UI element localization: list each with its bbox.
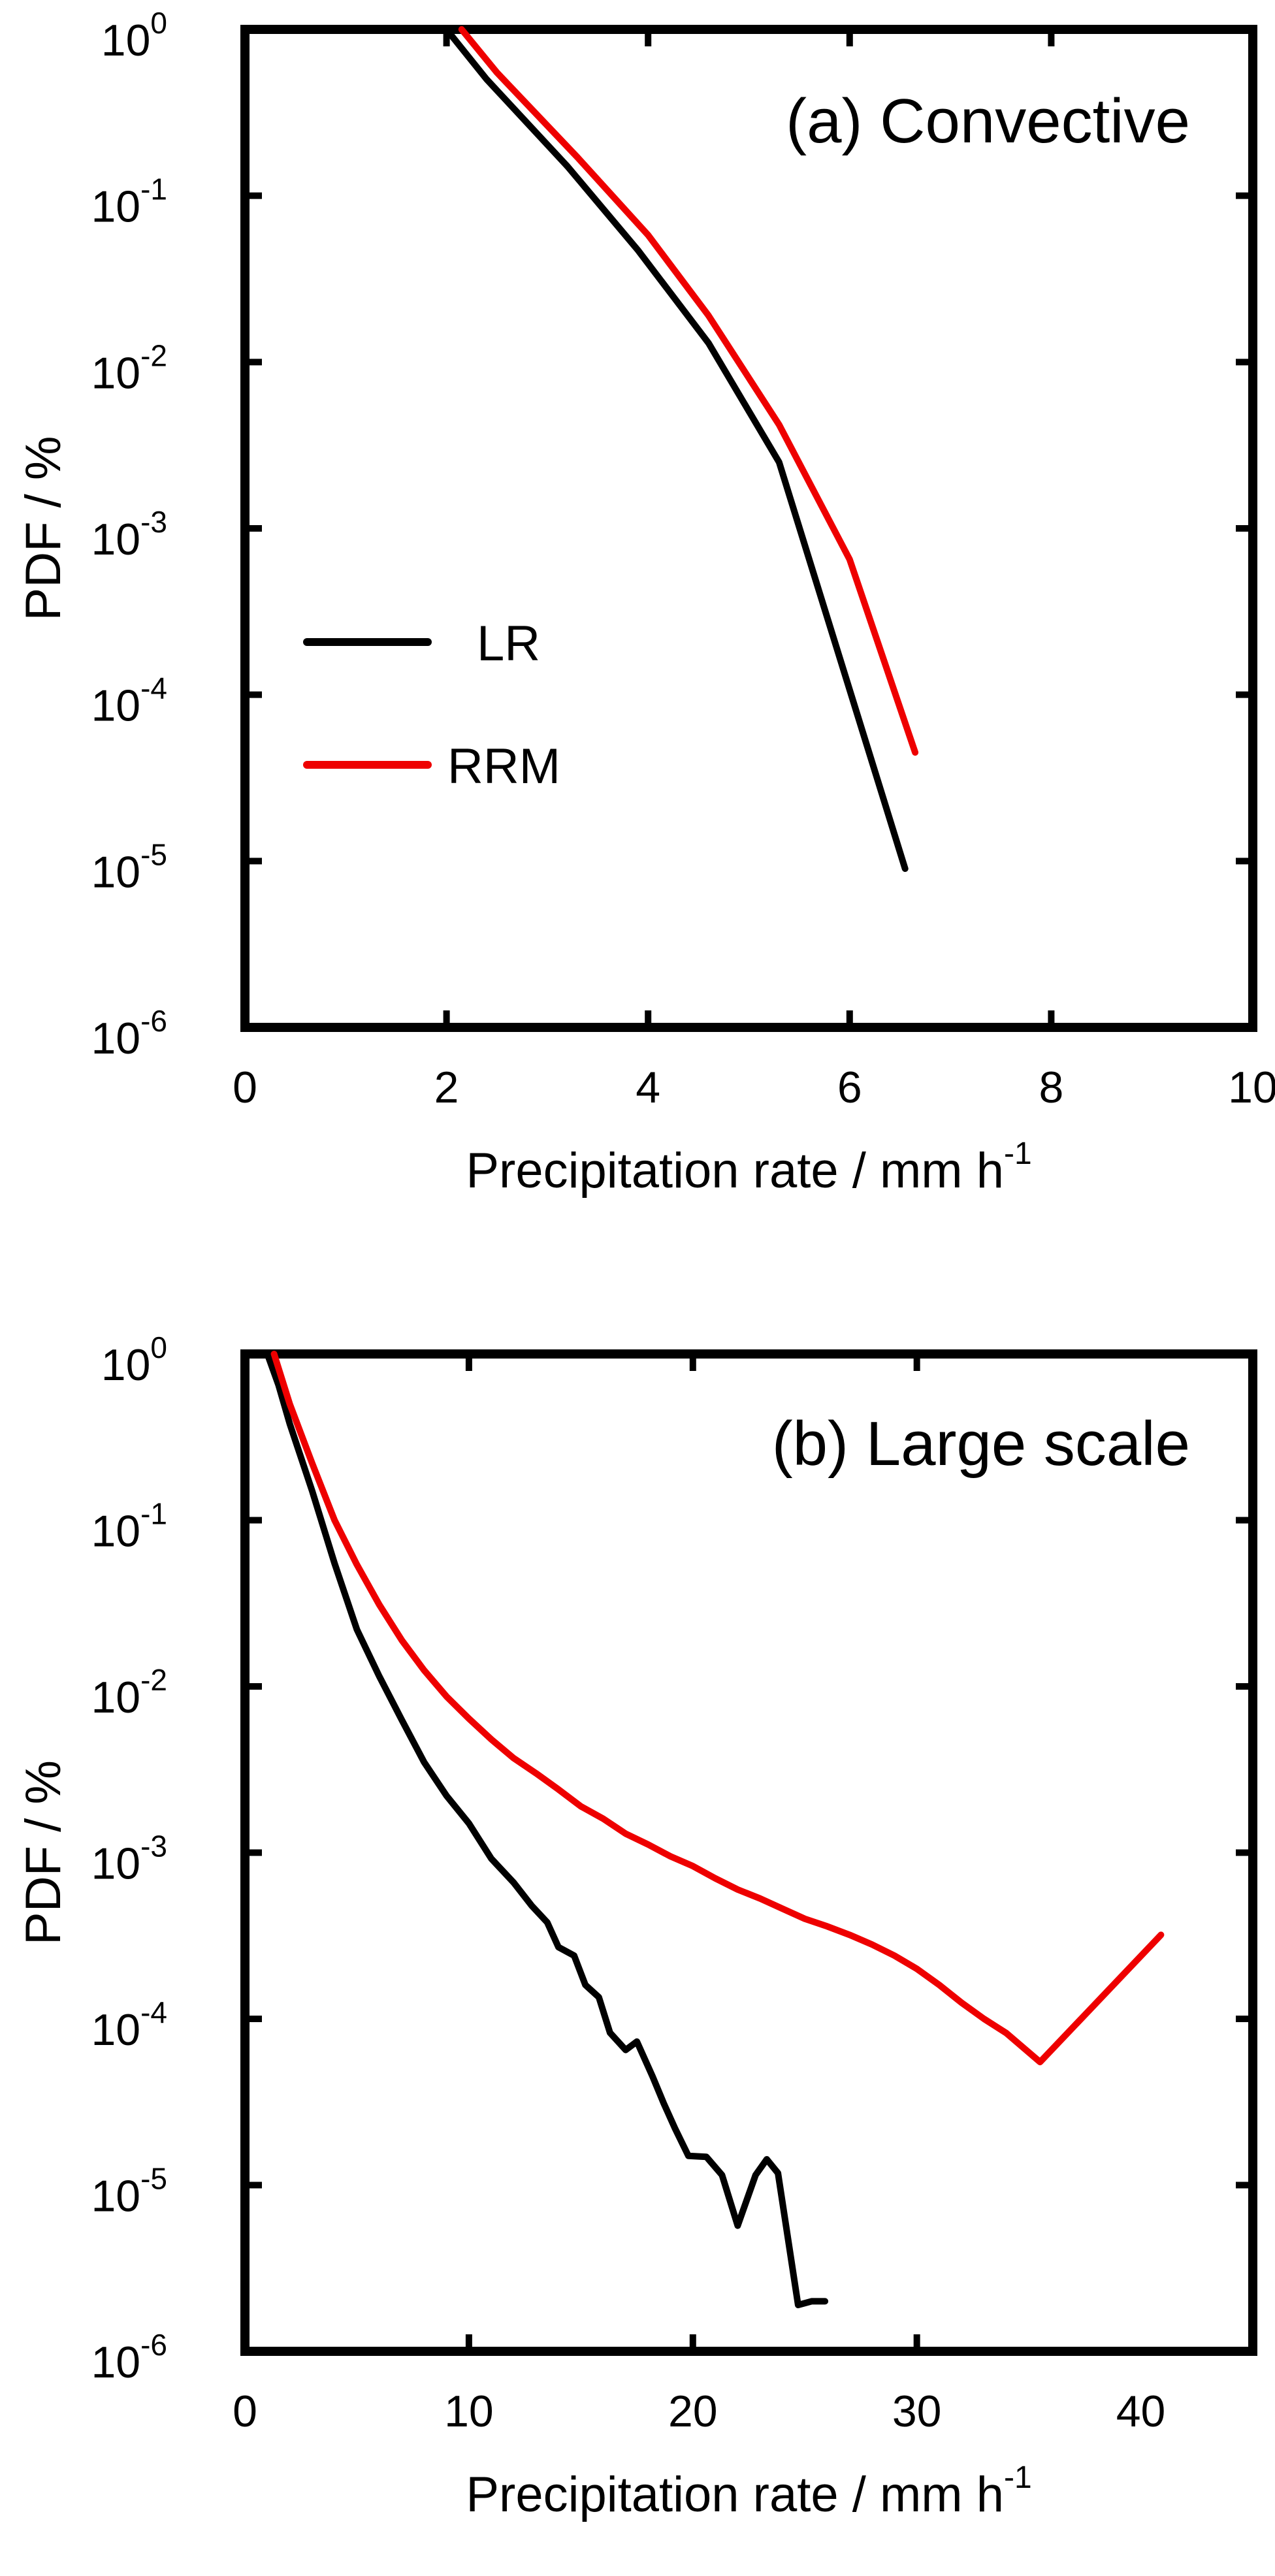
y-tick-label: 10-5 xyxy=(91,837,167,897)
panel-a-convective: 0 2 4 6 8 10 100 10-1 10-2 10-3 10-4 10-5 10-6 Precip… xyxy=(16,6,1275,1199)
x-tick-label: 10 xyxy=(1228,1063,1275,1112)
x-tick-label: 10 xyxy=(444,2387,494,2436)
legend-label-lr: LR xyxy=(477,616,540,671)
y-tick-label: 10-5 xyxy=(91,2162,167,2221)
y-tick-label: 10-3 xyxy=(91,1829,167,1889)
x-tick-label: 6 xyxy=(837,1063,862,1112)
legend-label-rrm: RRM xyxy=(447,739,560,794)
x-tick-label: 0 xyxy=(233,2387,257,2436)
series-line-lr xyxy=(264,1351,829,2309)
x-axis-label: Precipitation rate / mm h-1 xyxy=(466,1136,1031,1199)
y-tick-label: 10-1 xyxy=(91,1497,167,1556)
y-tick-label: 10-3 xyxy=(91,505,167,564)
y-axis-label: PDF / % xyxy=(16,1760,71,1945)
y-tick-label: 10-4 xyxy=(91,1995,167,2055)
x-tick-label: 4 xyxy=(636,1063,660,1112)
y-tick-label: 10-1 xyxy=(91,172,167,232)
y-axis-label: PDF / % xyxy=(16,436,71,621)
panel-title: (b) Large scale xyxy=(772,1409,1190,1479)
x-tick-label: 2 xyxy=(434,1063,459,1112)
series-line-rrm xyxy=(458,26,919,756)
series-line-lr xyxy=(443,26,909,872)
panel-b-large-scale: 0 10 20 30 40 100 10-1 10-2 10-3 10-4 10-5 10-6 Prec… xyxy=(16,1330,1257,2522)
y-tick-label: 100 xyxy=(101,6,167,65)
x-tick-label: 30 xyxy=(892,2387,942,2436)
x-tick-label: 0 xyxy=(233,1063,257,1112)
x-tick-label: 20 xyxy=(668,2387,718,2436)
panel-title: (a) Convective xyxy=(786,86,1190,156)
x-tick-label: 40 xyxy=(1116,2387,1166,2436)
y-tick-label: 10-4 xyxy=(91,671,167,731)
series-line-rrm xyxy=(270,1351,1165,2066)
x-axis-label: Precipitation rate / mm h-1 xyxy=(466,2460,1031,2522)
x-tick-label: 8 xyxy=(1039,1063,1063,1112)
y-tick-label: 10-6 xyxy=(91,2328,167,2387)
y-tick-label: 10-6 xyxy=(91,1004,167,1063)
y-tick-label: 100 xyxy=(101,1330,167,1390)
plot-frame xyxy=(240,25,1257,1032)
y-tick-label: 10-2 xyxy=(91,1663,167,1722)
y-tick-label: 10-2 xyxy=(91,338,167,398)
